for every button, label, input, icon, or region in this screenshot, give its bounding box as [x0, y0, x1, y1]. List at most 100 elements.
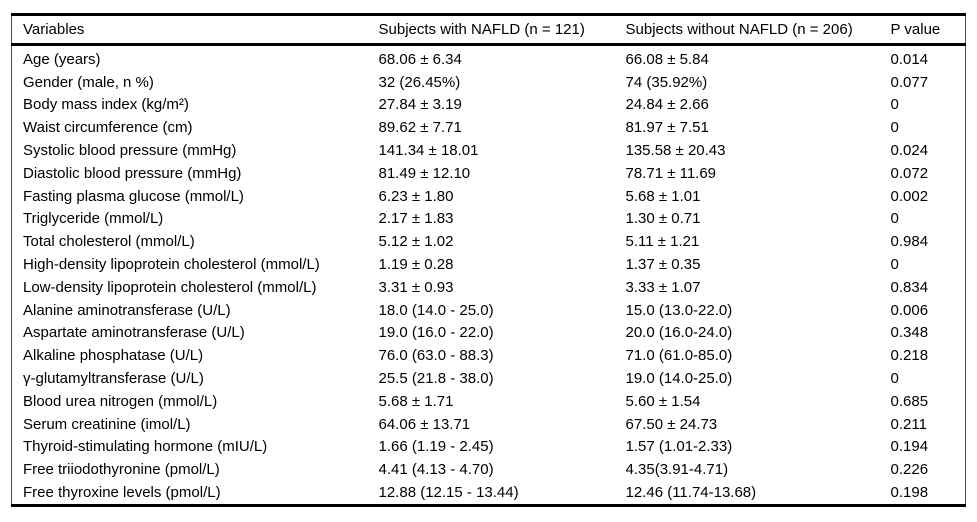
- cell-p-value: 0.984: [890, 233, 929, 251]
- cell-nafld-value: 32 (26.45%): [378, 73, 461, 91]
- table-row: Gender (male, n %) 32 (26.45%) 74 (35.92%)…: [12, 71, 966, 94]
- cell-without-nafld-value: 1.57 (1.01-2.33): [625, 438, 733, 456]
- cell-nafld-value: 141.34 ± 18.01: [378, 142, 479, 160]
- cell-variable: Free thyroxine levels (pmol/L): [23, 484, 221, 502]
- table-row: Aspartate aminotransferase (U/L) 19.0 (16…: [12, 322, 966, 345]
- cell-nafld-value: 68.06 ± 6.34: [378, 50, 462, 68]
- cell-variable: Aspartate aminotransferase (U/L): [23, 324, 245, 342]
- cell-variable: High-density lipoprotein cholesterol (mm…: [23, 256, 320, 274]
- table-body: Age (years) 68.06 ± 6.34 66.08 ± 5.84 0.014…: [12, 45, 966, 506]
- cell-variable: γ-glutamyltransferase (U/L): [23, 370, 204, 388]
- cell-nafld-value: 81.49 ± 12.10: [378, 164, 471, 182]
- cell-variable: Free triiodothyronine (pmol/L): [23, 461, 220, 479]
- col-header-p-value: P value: [890, 14, 966, 46]
- cell-p-value: 0.024: [890, 142, 929, 160]
- cell-nafld-value: 5.12 ± 1.02: [378, 233, 454, 251]
- table-row: Fasting plasma glucose (mmol/L) 6.23 ± 1.…: [12, 185, 966, 208]
- table-row: Triglyceride (mmol/L) 2.17 ± 1.83 1.30 ± 0…: [12, 208, 966, 231]
- cell-without-nafld-value: 5.60 ± 1.54: [625, 392, 701, 410]
- cell-without-nafld-value: 3.33 ± 1.07: [625, 278, 701, 296]
- table-container: Variables Subjects with NAFLD (n = 121) …: [11, 13, 966, 507]
- cell-without-nafld-value: 5.11 ± 1.21: [625, 233, 700, 251]
- cell-without-nafld-value: 1.30 ± 0.71: [625, 210, 701, 228]
- header-row: Variables Subjects with NAFLD (n = 121) …: [11, 14, 966, 46]
- cell-nafld-value: 89.62 ± 7.71: [378, 119, 462, 137]
- cell-variable: Alkaline phosphatase (U/L): [23, 347, 204, 365]
- cell-nafld-value: 1.66 (1.19 - 2.45): [378, 438, 494, 456]
- table-row: Waist circumference (cm) 89.62 ± 7.71 81.9…: [12, 116, 966, 139]
- col-header-without-nafld: Subjects without NAFLD (n = 206): [625, 14, 891, 46]
- table-row: γ-glutamyltransferase (U/L) 25.5 (21.8 - …: [12, 367, 966, 390]
- cell-variable: Fasting plasma glucose (mmol/L): [23, 187, 244, 205]
- cell-variable: Triglyceride (mmol/L): [23, 210, 164, 228]
- cell-p-value: 0.685: [890, 392, 929, 410]
- cell-nafld-value: 25.5 (21.8 - 38.0): [378, 370, 494, 388]
- cell-p-value: 0.218: [890, 347, 929, 365]
- cell-without-nafld-value: 5.68 ± 1.01: [625, 187, 701, 205]
- cell-p-value: 0.006: [890, 301, 929, 319]
- table-row: Thyroid-stimulating hormone (mIU/L) 1.66 …: [12, 436, 966, 459]
- table-row: Alkaline phosphatase (U/L) 76.0 (63.0 - 8…: [12, 344, 966, 367]
- cell-without-nafld-value: 81.97 ± 7.51: [625, 119, 709, 137]
- cell-variable: Serum creatinine (imol/L): [23, 415, 191, 433]
- cell-variable: Low-density lipoprotein cholesterol (mmo…: [23, 278, 317, 296]
- cell-nafld-value: 27.84 ± 3.19: [378, 96, 462, 114]
- cell-variable: Blood urea nitrogen (mmol/L): [23, 392, 218, 410]
- cell-variable: Gender (male, n %): [23, 73, 154, 91]
- cell-nafld-value: 1.19 ± 0.28: [378, 256, 454, 274]
- cell-nafld-value: 76.0 (63.0 - 88.3): [378, 347, 494, 365]
- cell-nafld-value: 4.41 (4.13 - 4.70): [378, 461, 494, 479]
- cell-without-nafld-value: 74 (35.92%): [625, 73, 708, 91]
- table-row: Systolic blood pressure (mmHg) 141.34 ± 1…: [12, 139, 966, 162]
- cell-without-nafld-value: 4.35(3.91-4.71): [625, 461, 729, 479]
- cell-variable: Thyroid-stimulating hormone (mIU/L): [23, 438, 268, 456]
- cell-variable: Age (years): [23, 50, 101, 68]
- cell-p-value: 0: [890, 96, 899, 114]
- cell-variable: Body mass index (kg/m²): [23, 96, 189, 114]
- cell-nafld-value: 3.31 ± 0.93: [378, 278, 454, 296]
- table-row: Free triiodothyronine (pmol/L) 4.41 (4.13…: [12, 458, 966, 481]
- cell-p-value: 0: [890, 210, 899, 228]
- table-row: Total cholesterol (mmol/L) 5.12 ± 1.02 5.1…: [12, 230, 966, 253]
- table-row: Free thyroxine levels (pmol/L) 12.88 (12.…: [12, 481, 966, 505]
- table-row: Diastolic blood pressure (mmHg) 81.49 ± 1…: [12, 162, 966, 185]
- cell-p-value: 0.834: [890, 278, 929, 296]
- table-row: Blood urea nitrogen (mmol/L) 5.68 ± 1.71 5…: [12, 390, 966, 413]
- cell-variable: Waist circumference (cm): [23, 119, 193, 137]
- cell-p-value: 0.014: [890, 50, 929, 68]
- cell-nafld-value: 5.68 ± 1.71: [378, 392, 454, 410]
- cell-p-value: 0: [890, 256, 899, 274]
- cell-nafld-value: 64.06 ± 13.71: [378, 415, 471, 433]
- cell-variable: Systolic blood pressure (mmHg): [23, 142, 237, 160]
- col-header-nafld: Subjects with NAFLD (n = 121): [378, 14, 626, 46]
- cell-nafld-value: 2.17 ± 1.83: [378, 210, 454, 228]
- cell-without-nafld-value: 19.0 (14.0-25.0): [625, 370, 733, 388]
- cell-p-value: 0.002: [890, 187, 929, 205]
- cell-without-nafld-value: 71.0 (61.0-85.0): [625, 347, 733, 365]
- cell-variable: Total cholesterol (mmol/L): [23, 233, 195, 251]
- cell-p-value: 0.077: [890, 73, 929, 91]
- cell-without-nafld-value: 20.0 (16.0-24.0): [625, 324, 733, 342]
- cell-without-nafld-value: 67.50 ± 24.73: [625, 415, 718, 433]
- cell-p-value: 0.211: [890, 415, 927, 433]
- cell-nafld-value: 19.0 (16.0 - 22.0): [378, 324, 494, 342]
- cell-p-value: 0.226: [890, 461, 929, 479]
- cell-variable: Alanine aminotransferase (U/L): [23, 301, 231, 319]
- cell-p-value: 0.072: [890, 164, 929, 182]
- cell-nafld-value: 12.88 (12.15 - 13.44): [378, 484, 519, 502]
- baseline-characteristics-table: Variables Subjects with NAFLD (n = 121) …: [11, 13, 966, 507]
- cell-without-nafld-value: 15.0 (13.0-22.0): [625, 301, 733, 319]
- table-row: Body mass index (kg/m²) 27.84 ± 3.19 24.84…: [12, 94, 966, 117]
- cell-p-value: 0: [890, 119, 899, 137]
- table-row: Alanine aminotransferase (U/L) 18.0 (14.0…: [12, 299, 966, 322]
- table-row: Low-density lipoprotein cholesterol (mmo…: [12, 276, 966, 299]
- cell-nafld-value: 6.23 ± 1.80: [378, 187, 454, 205]
- cell-p-value: 0: [890, 370, 899, 388]
- cell-without-nafld-value: 66.08 ± 5.84: [625, 50, 709, 68]
- cell-p-value: 0.348: [890, 324, 929, 342]
- col-header-variables: Variables: [11, 14, 379, 46]
- table-row: High-density lipoprotein cholesterol (mm…: [12, 253, 966, 276]
- cell-without-nafld-value: 135.58 ± 20.43: [625, 142, 726, 160]
- cell-variable: Diastolic blood pressure (mmHg): [23, 164, 242, 182]
